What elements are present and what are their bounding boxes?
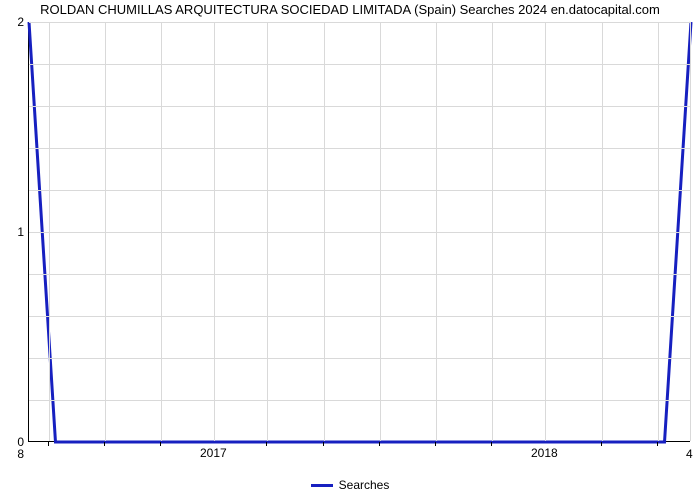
grid-h-minor [29, 316, 690, 317]
grid-h-minor [29, 400, 690, 401]
grid-v [380, 22, 381, 441]
legend: Searches [0, 478, 700, 492]
grid-h-major [29, 232, 690, 233]
legend-label: Searches [339, 478, 390, 492]
y-tick-label: 2 [17, 15, 24, 29]
grid-v [690, 22, 691, 441]
grid-h-minor [29, 358, 690, 359]
x-minor-tick [160, 442, 161, 446]
chart-title: ROLDAN CHUMILLAS ARQUITECTURA SOCIEDAD L… [0, 2, 700, 17]
grid-v [105, 22, 106, 441]
grid-v [545, 22, 546, 441]
y-lower-bottom: 4 [686, 447, 693, 461]
grid-v [436, 22, 437, 441]
y-tick-label: 1 [17, 225, 24, 239]
chart-container: ROLDAN CHUMILLAS ARQUITECTURA SOCIEDAD L… [0, 0, 700, 500]
x-minor-tick [657, 442, 658, 446]
x-minor-tick [323, 442, 324, 446]
grid-v [492, 22, 493, 441]
grid-h-minor [29, 64, 690, 65]
x-minor-tick [48, 442, 49, 446]
grid-v [161, 22, 162, 441]
grid-h-minor [29, 148, 690, 149]
x-minor-tick [601, 442, 602, 446]
x-tick-label: 2018 [531, 446, 558, 460]
grid-v [49, 22, 50, 441]
x-minor-tick [435, 442, 436, 446]
x-minor-tick [266, 442, 267, 446]
y-lower-top: 8 [17, 447, 24, 461]
grid-v [324, 22, 325, 441]
x-minor-tick [491, 442, 492, 446]
x-minor-tick [379, 442, 380, 446]
x-tick-label: 2017 [200, 446, 227, 460]
grid-v [267, 22, 268, 441]
grid-v [602, 22, 603, 441]
grid-h-major [29, 22, 690, 23]
grid-v [214, 22, 215, 441]
grid-h-minor [29, 274, 690, 275]
legend-swatch [311, 484, 333, 487]
grid-v [658, 22, 659, 441]
plot-area [28, 22, 690, 442]
grid-h-minor [29, 106, 690, 107]
x-minor-tick [104, 442, 105, 446]
grid-h-minor [29, 190, 690, 191]
